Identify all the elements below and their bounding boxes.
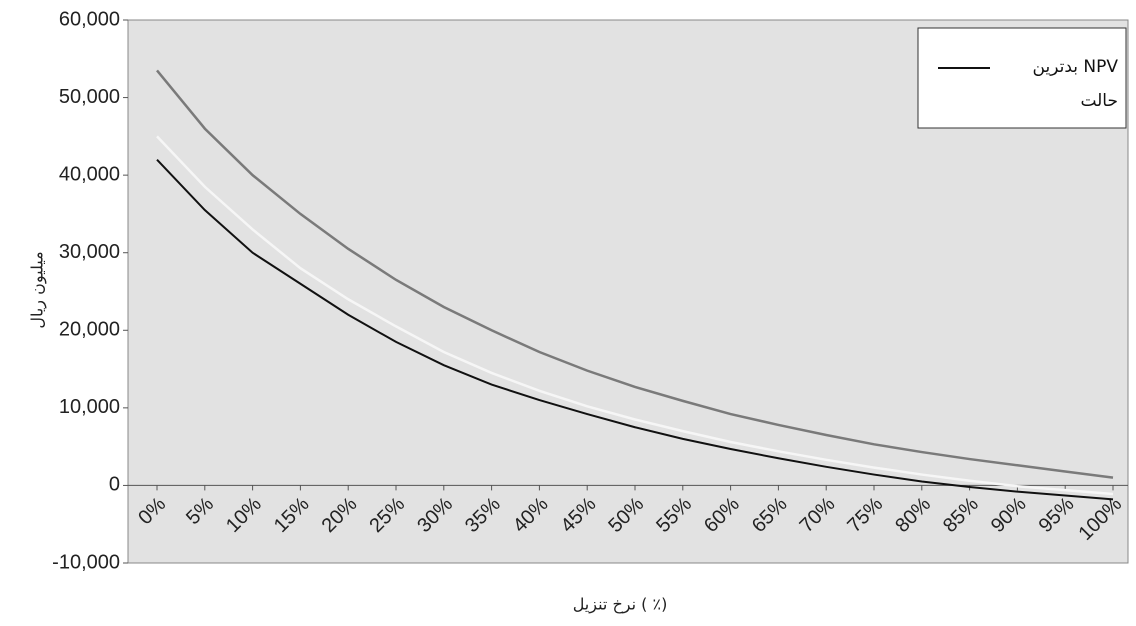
line-series xyxy=(156,158,1114,501)
y-tick-label: 60,000 xyxy=(59,8,120,30)
legend-box xyxy=(917,27,1127,129)
y-tick-label: 40,000 xyxy=(59,163,120,185)
y-tick-label: -10,000 xyxy=(52,551,120,573)
legend-label: NPV بدترین حالت xyxy=(1032,57,1118,111)
y-tick-label: 0 xyxy=(109,474,120,496)
legend-entry: NPV بدترین حالت xyxy=(1032,57,1118,111)
y-tick-label: 50,000 xyxy=(59,86,120,108)
y-tick-label: 30,000 xyxy=(59,241,120,263)
line-series xyxy=(156,135,1114,496)
y-tick-label: 10,000 xyxy=(59,396,120,418)
line-series xyxy=(156,69,1114,479)
y-tick-label: 20,000 xyxy=(59,319,120,341)
y-axis-label: میلیون ریال xyxy=(28,251,48,328)
x-axis-label: نرخ تنزیل ( ٪) xyxy=(573,595,668,615)
